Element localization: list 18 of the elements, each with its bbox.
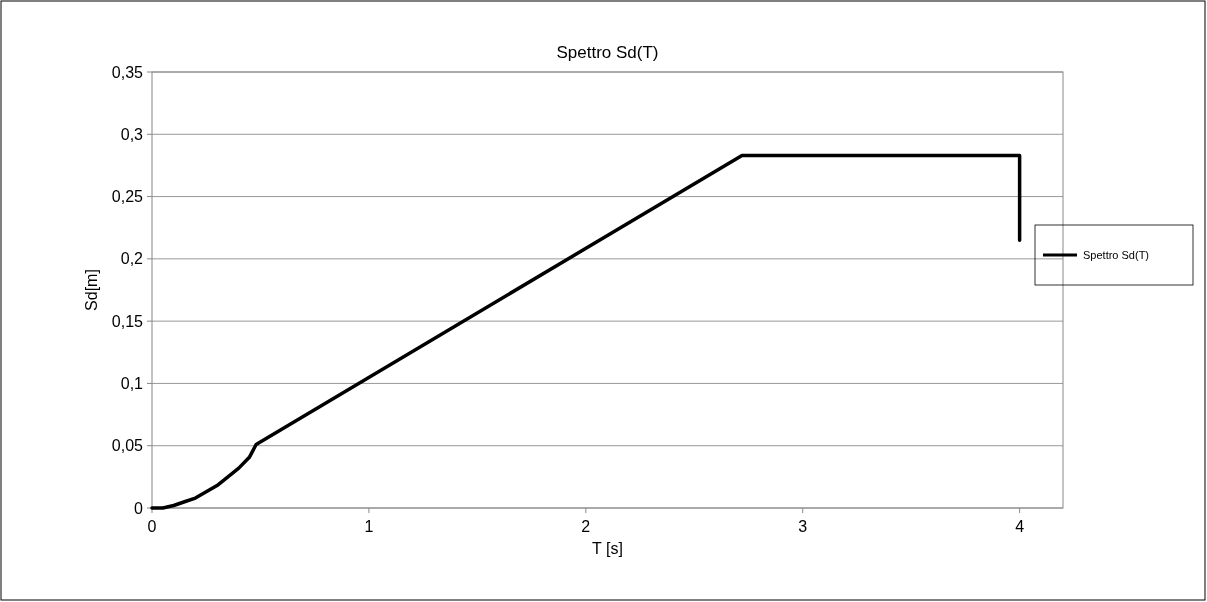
y-axis-title: Sd[m] [83,269,100,311]
legend-label: Spettro Sd(T) [1083,248,1150,261]
y-tick-label: 0,15 [111,312,144,330]
x-tick-label: 0 [147,518,157,535]
y-tick-label: 0,3 [120,125,144,143]
y-tick-label: 0 [134,499,144,517]
x-tick-label: 1 [364,518,374,535]
y-tick-label: 0,35 [111,63,144,81]
x-axis-title: T [s] [592,540,623,557]
x-tick-label: 4 [1015,518,1025,535]
line-series [150,153,1022,510]
y-tick-label: 0,2 [120,250,144,268]
y-tick-label: 0,05 [111,437,144,455]
x-tick-label: 2 [581,518,591,535]
chart-title: Spettro Sd(T) [556,43,659,62]
y-tick-label: 0,25 [111,188,144,206]
x-tick-label: 3 [798,518,808,535]
y-tick-label: 0,1 [120,375,144,393]
